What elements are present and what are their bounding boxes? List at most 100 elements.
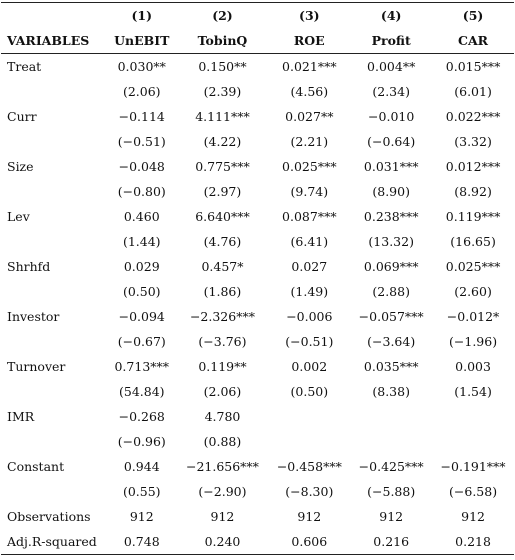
table-cell: 0.031***	[363, 159, 419, 174]
column-number: (5)	[462, 8, 484, 23]
column-number: (2)	[212, 8, 233, 23]
table-cell: −0.010	[368, 109, 415, 124]
row-label: Observations	[7, 509, 91, 524]
table-cell: (−3.76)	[198, 334, 247, 349]
table-cell: 912	[210, 509, 235, 524]
table-cell: 0.457*	[201, 259, 244, 274]
table-cell: 0.015***	[445, 59, 501, 74]
table-cell: (−0.51)	[117, 134, 166, 149]
table-cell: 0.119***	[445, 209, 501, 224]
data-row: (−0.51) (4.22) (2.21) (−0.64) (3.32)	[1, 129, 514, 154]
table-cell: (−5.88)	[367, 484, 416, 499]
row-label: Lev	[7, 209, 30, 224]
row-label	[1, 329, 107, 354]
table-cell: 0.012***	[445, 159, 501, 174]
table-cell: −0.048	[118, 159, 165, 174]
row-label: Investor	[7, 309, 60, 324]
table-cell: 6.640***	[195, 209, 250, 224]
table-cell: 4.780	[204, 409, 241, 424]
data-row: (−0.96) (0.88)	[1, 429, 514, 454]
column-header: VARIABLES	[1, 28, 107, 54]
table-cell: 0.027**	[285, 109, 334, 124]
table-cell: (8.90)	[372, 184, 410, 199]
table-cell: (2.34)	[372, 84, 410, 99]
table-cell: −0.006	[286, 309, 333, 324]
table-cell: (4.76)	[203, 234, 242, 249]
table-cell: 0.030**	[117, 59, 166, 74]
table-cell: (−0.51)	[285, 334, 334, 349]
row-label	[1, 479, 107, 504]
table-cell: (1.44)	[122, 234, 161, 249]
table-cell: 0.606	[291, 534, 328, 549]
table-cell: 0.022***	[445, 109, 501, 124]
table-cell: (0.55)	[122, 484, 161, 499]
table-cell: −2.326***	[189, 309, 255, 324]
data-row: (54.84) (2.06) (0.50) (8.38) (1.54)	[1, 379, 514, 404]
row-label	[1, 379, 107, 404]
row-label	[1, 129, 107, 154]
data-row: Treat 0.030** 0.150** 0.021*** 0.004** 0.015*…	[1, 54, 514, 80]
table-cell: 0.150**	[198, 59, 247, 74]
table-cell: 0.003	[455, 359, 491, 374]
table-cell: (3.32)	[454, 134, 492, 149]
row-label: Shrhfd	[7, 259, 51, 274]
table-cell: −0.191***	[440, 459, 506, 474]
table-cell: 0.748	[123, 534, 160, 549]
column-header: UnEBIT	[107, 28, 177, 54]
row-label: Constant	[7, 459, 65, 474]
table-cell: 0.238***	[363, 209, 419, 224]
data-row: (2.06) (2.39) (4.56) (2.34) (6.01)	[1, 79, 514, 104]
table-cell: (4.22)	[203, 134, 242, 149]
table-cell: (54.84)	[118, 384, 165, 399]
table-cell: −0.458***	[276, 459, 342, 474]
table-cell: 912	[297, 509, 322, 524]
data-row: (−0.80) (2.97) (9.74) (8.90) (8.92)	[1, 179, 514, 204]
column-number-row: (1) (2) (3) (4) (5)	[1, 3, 514, 29]
table-cell: 0.027	[291, 259, 328, 274]
table-cell: (8.38)	[372, 384, 410, 399]
row-label	[1, 279, 107, 304]
table-cell: 0.713***	[114, 359, 170, 374]
table-cell: 0.218	[455, 534, 491, 549]
table-cell: 0.460	[123, 209, 160, 224]
table-cell: 0.025***	[282, 159, 337, 174]
column-header: TobinQ	[176, 28, 269, 54]
data-row: (1.44) (4.76) (6.41) (13.32) (16.65)	[1, 229, 514, 254]
data-row: Adj.R-squared 0.748 0.240 0.606 0.216 0.218	[1, 529, 514, 555]
table-cell: (2.06)	[203, 384, 242, 399]
table-cell	[268, 429, 350, 454]
table-cell: (2.97)	[203, 184, 242, 199]
table-cell: (2.60)	[454, 284, 492, 299]
data-row: Curr −0.114 4.111*** 0.027** −0.010 0.022***	[1, 104, 514, 129]
header-row: VARIABLES UnEBIT TobinQ ROE Profit CAR	[1, 28, 514, 54]
empty-cell	[1, 3, 107, 29]
data-row: (0.55) (−2.90) (−8.30) (−5.88) (−6.58)	[1, 479, 514, 504]
table-cell: 0.035***	[363, 359, 419, 374]
column-header: CAR	[432, 28, 514, 54]
column-header: Profit	[350, 28, 433, 54]
column-number: (4)	[380, 8, 402, 23]
table-cell: −0.268	[118, 409, 165, 424]
column-number: (3)	[299, 8, 320, 23]
row-label: Curr	[7, 109, 37, 124]
table-cell: 0.004**	[367, 59, 416, 74]
table-cell: (−8.30)	[285, 484, 334, 499]
row-label: Turnover	[7, 359, 66, 374]
data-row: Shrhfd 0.029 0.457* 0.027 0.069*** 0.025***	[1, 254, 514, 279]
row-label: Size	[7, 159, 34, 174]
table-cell: (1.54)	[454, 384, 492, 399]
data-row: Observations 912 912 912 912 912	[1, 504, 514, 529]
table-cell: (8.92)	[454, 184, 492, 199]
table-cell: (0.88)	[203, 434, 242, 449]
table-cell: −0.094	[118, 309, 165, 324]
table-cell: (−3.64)	[367, 334, 416, 349]
table-cell	[268, 404, 350, 429]
table-cell	[432, 429, 514, 454]
table-cell: (−0.64)	[367, 134, 416, 149]
table-cell: (2.06)	[122, 84, 161, 99]
table-cell: 0.021***	[282, 59, 337, 74]
row-label	[1, 79, 107, 104]
table-cell: 0.087***	[282, 209, 337, 224]
table-cell: 0.240	[204, 534, 241, 549]
